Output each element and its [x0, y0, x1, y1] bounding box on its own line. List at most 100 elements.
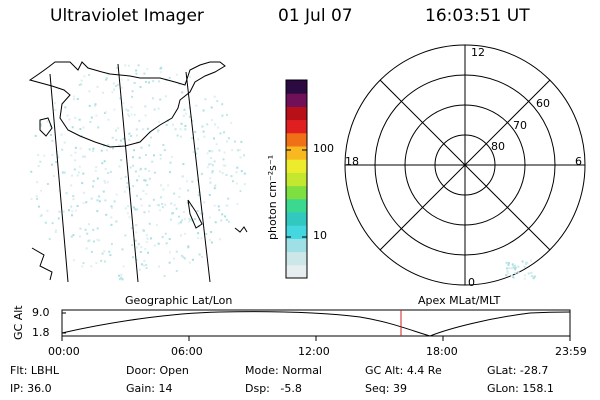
emission-pixel — [161, 206, 164, 209]
emission-pixel — [109, 170, 112, 173]
emission-pixel — [219, 238, 221, 241]
emission-pixel — [209, 181, 212, 184]
emission-pixel — [181, 91, 184, 94]
emission-pixel — [135, 231, 138, 234]
emission-pixel — [188, 261, 191, 264]
emission-pixel — [87, 240, 90, 243]
emission-pixel — [206, 166, 209, 169]
emission-pixel — [139, 86, 142, 89]
emission-pixel — [183, 257, 186, 260]
emission-pixel — [243, 154, 245, 157]
emission-pixel — [211, 171, 214, 174]
color-bar-segment — [286, 106, 307, 121]
lat-label-60: 60 — [536, 97, 550, 110]
emission-pixel — [145, 192, 148, 195]
emission-pixel — [141, 128, 144, 131]
emission-pixel — [235, 182, 238, 185]
emission-pixel — [96, 227, 99, 230]
ip-value: 36.0 — [27, 382, 52, 395]
emission-pixel — [37, 165, 40, 167]
emission-pixel — [188, 220, 191, 223]
emission-pixel — [143, 179, 146, 182]
emission-pixel — [169, 218, 172, 221]
emission-pixel — [133, 149, 136, 152]
emission-pixel — [202, 109, 205, 112]
emission-pixel — [65, 192, 68, 195]
emission-pixel — [177, 222, 180, 225]
emission-pixel — [121, 248, 124, 251]
emission-pixel — [51, 153, 54, 156]
polar-diagonal — [379, 79, 551, 251]
emission-pixel — [110, 205, 113, 208]
emission-pixel — [210, 119, 213, 122]
altitude-plot — [61, 309, 571, 341]
emission-pixel — [79, 147, 82, 150]
emission-pixel — [126, 182, 129, 185]
emission-pixel — [136, 246, 138, 249]
emission-pixel — [30, 170, 33, 173]
emission-pixel — [52, 175, 55, 177]
emission-pixel — [89, 121, 92, 123]
color-bar-segment — [286, 146, 307, 160]
emission-pixel — [46, 209, 49, 212]
time-label: 16:03:51 UT — [425, 6, 530, 26]
emission-pixel — [188, 217, 191, 220]
emission-pixel — [227, 137, 230, 140]
emission-pixel — [121, 86, 124, 89]
info-flt: Flt: LBHL — [10, 364, 59, 377]
emission-pixel — [240, 140, 243, 143]
emission-pixel — [514, 268, 516, 271]
colorbar-unit-label: photon cm⁻²s⁻¹ — [266, 154, 279, 240]
emission-pixel — [221, 213, 224, 216]
emission-pixel — [57, 156, 60, 159]
instrument-title: Ultraviolet Imager — [50, 6, 204, 26]
emission-pixel — [168, 261, 171, 264]
emission-pixel — [100, 149, 103, 152]
emission-pixel — [178, 83, 181, 86]
emission-pixel — [191, 137, 194, 140]
emission-pixel — [104, 181, 107, 184]
meridian-line — [185, 71, 211, 283]
emission-pixel — [159, 71, 162, 74]
emission-pixel — [127, 113, 130, 116]
door-label: Door: — [126, 364, 156, 377]
emission-pixel — [157, 107, 160, 110]
emission-pixel — [197, 194, 200, 197]
emission-pixel — [119, 97, 122, 100]
emission-pixel — [226, 113, 228, 116]
emission-pixel — [68, 209, 70, 212]
seq-label: Seq: — [365, 382, 390, 395]
emission-pixel — [217, 126, 219, 129]
emission-pixel — [512, 266, 515, 269]
emission-pixel — [115, 138, 118, 141]
emission-pixel — [128, 132, 131, 135]
mlt-label-0: 0 — [468, 276, 475, 289]
emission-pixel — [83, 191, 86, 194]
altitude-xtick-label: 00:00 — [48, 345, 80, 358]
emission-pixel — [124, 234, 127, 237]
emission-pixel — [505, 274, 508, 277]
emission-pixel — [151, 160, 154, 163]
emission-pixel — [76, 174, 79, 177]
emission-pixel — [189, 218, 192, 221]
emission-pixel — [52, 108, 55, 111]
emission-pixel — [80, 79, 83, 82]
emission-pixel — [50, 126, 53, 129]
emission-pixel — [506, 267, 508, 270]
emission-pixel — [169, 251, 171, 254]
emission-pixel — [120, 177, 123, 180]
emission-pixel — [90, 250, 93, 253]
emission-pixel — [137, 64, 140, 67]
emission-pixel — [71, 126, 74, 129]
emission-pixel — [73, 95, 75, 98]
emission-pixel — [66, 114, 69, 117]
emission-pixel — [103, 250, 106, 253]
coastline-tasmania — [39, 117, 53, 137]
emission-pixel — [70, 154, 73, 157]
seq-value: 39 — [392, 382, 407, 395]
emission-pixel — [148, 81, 150, 84]
colorbar-tick-10: 10 — [313, 229, 327, 242]
polar-plot — [344, 44, 586, 286]
emission-pixel — [113, 88, 115, 91]
emission-pixel — [115, 220, 118, 223]
